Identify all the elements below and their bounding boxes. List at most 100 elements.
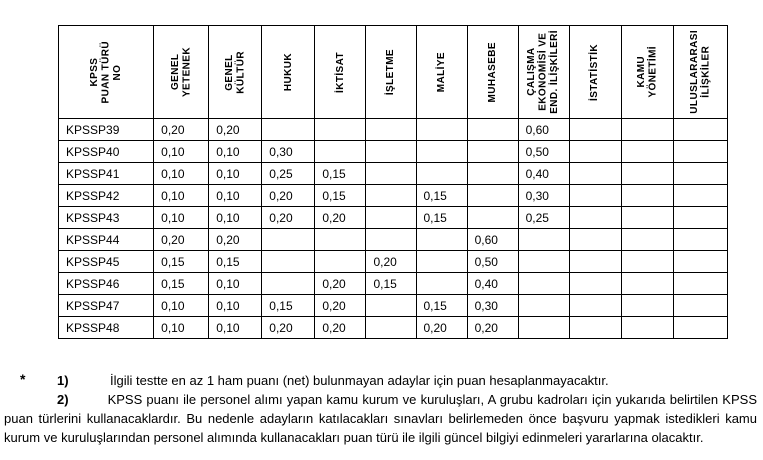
score-cell xyxy=(620,162,674,185)
column-header-kamu-yonetimi: KAMU YÖNETİMİ xyxy=(620,25,674,119)
score-cell xyxy=(672,162,729,185)
table-row-kpssp47: KPSSP47 0,10 0,10 0,15 0,20 0,15 0,30 xyxy=(57,294,729,317)
score-cell xyxy=(261,228,316,251)
score-cell xyxy=(672,272,729,295)
score-cell: 0,50 xyxy=(517,140,570,163)
score-cell: 0,20 xyxy=(208,228,263,251)
score-cell xyxy=(517,228,570,251)
score-cell xyxy=(466,206,519,229)
column-header-uluslararasi-iliskiler: ULUSLARARASI İLİŞKİLER xyxy=(672,25,729,119)
score-cell xyxy=(517,272,570,295)
table-row-kpssp45: KPSSP45 0,15 0,15 0,20 0,50 xyxy=(57,250,729,273)
score-cell xyxy=(314,140,367,163)
score-cell: 0,30 xyxy=(261,140,316,163)
score-cell: 0,15 xyxy=(261,294,316,317)
column-header-label: İKTİSAT xyxy=(334,51,346,93)
column-header-label: MALİYE xyxy=(435,51,447,93)
score-cell xyxy=(568,316,622,339)
score-cell xyxy=(466,184,519,207)
score-cell: 0,15 xyxy=(208,250,263,273)
score-cell xyxy=(672,294,729,317)
score-cell: 0,10 xyxy=(208,162,263,185)
score-cell xyxy=(365,206,417,229)
kpss-score-table: KPSS PUAN TÜRÜ NO GENEL YETENEK GENEL KÜLT… xyxy=(57,25,729,339)
score-cell: 0,10 xyxy=(208,316,263,339)
score-cell: 0,10 xyxy=(208,206,263,229)
score-cell: 0,20 xyxy=(365,250,417,273)
column-header-label: KPSS PUAN TÜRÜ NO xyxy=(88,40,123,104)
table-header: KPSS PUAN TÜRÜ NO GENEL YETENEK GENEL KÜLT… xyxy=(57,25,729,119)
score-cell xyxy=(568,272,622,295)
score-cell xyxy=(568,228,622,251)
column-header-label: İSTATİSTİK xyxy=(589,43,601,101)
score-cell xyxy=(672,118,729,141)
score-cell xyxy=(365,162,417,185)
footnote-2-number: 2) xyxy=(57,392,69,407)
score-cell xyxy=(365,294,417,317)
score-cell xyxy=(415,162,468,185)
score-cell xyxy=(517,294,570,317)
score-cell: 0,15 xyxy=(415,206,468,229)
table-row-kpssp43: KPSSP43 0,10 0,10 0,20 0,20 0,15 0,25 xyxy=(57,206,729,229)
score-cell: 0,40 xyxy=(466,272,519,295)
score-cell: 0,10 xyxy=(208,272,263,295)
column-header-label: GENEL YETENEK xyxy=(169,46,193,98)
score-cell xyxy=(620,294,674,317)
table-row-kpssp44: KPSSP44 0,20 0,20 0,60 xyxy=(57,228,729,251)
score-cell xyxy=(261,272,316,295)
score-cell: 0,10 xyxy=(153,184,210,207)
score-cell: 0,10 xyxy=(153,316,210,339)
score-cell xyxy=(620,206,674,229)
footnote-star: * xyxy=(20,371,26,387)
score-cell: 0,20 xyxy=(153,118,210,141)
score-cell: 0,20 xyxy=(314,294,367,317)
score-cell: 0,40 xyxy=(517,162,570,185)
score-cell: 0,15 xyxy=(153,272,210,295)
row-label: KPSSP46 xyxy=(57,272,155,295)
score-cell: 0,15 xyxy=(314,184,367,207)
table-row-kpssp39: KPSSP39 0,20 0,20 0,60 xyxy=(57,118,729,141)
table-row-kpssp40: KPSSP40 0,10 0,10 0,30 0,50 xyxy=(57,140,729,163)
score-cell xyxy=(415,228,468,251)
score-cell: 0,25 xyxy=(517,206,570,229)
score-cell xyxy=(672,184,729,207)
row-label: KPSSP42 xyxy=(57,184,155,207)
column-header-label: ÇALIŞMA EKONOMİSİ VE END. İLİŞKİLERİ xyxy=(526,30,561,114)
score-cell xyxy=(261,250,316,273)
column-header-genel-yetenek: GENEL YETENEK xyxy=(153,25,210,119)
score-cell: 0,10 xyxy=(153,162,210,185)
column-header-genel-kultur: GENEL KÜLTÜR xyxy=(208,25,263,119)
score-cell xyxy=(672,228,729,251)
table-row-kpssp48: KPSSP48 0,10 0,10 0,20 0,20 0,20 0,20 xyxy=(57,316,729,339)
score-cell: 0,15 xyxy=(314,162,367,185)
score-cell: 0,20 xyxy=(415,316,468,339)
score-cell: 0,30 xyxy=(517,184,570,207)
score-cell xyxy=(365,184,417,207)
score-cell xyxy=(672,316,729,339)
score-cell xyxy=(365,316,417,339)
column-header-kpss-puan-turu-no: KPSS PUAN TÜRÜ NO xyxy=(57,25,155,119)
footnote-2: 2) KPSS puanı ile personel alımı yapan ka… xyxy=(4,390,757,447)
score-cell: 0,20 xyxy=(261,316,316,339)
score-cell xyxy=(672,250,729,273)
header-row: KPSS PUAN TÜRÜ NO GENEL YETENEK GENEL KÜLT… xyxy=(57,25,729,119)
score-cell: 0,10 xyxy=(153,206,210,229)
score-cell: 0,20 xyxy=(153,228,210,251)
score-cell: 0,20 xyxy=(261,184,316,207)
row-label: KPSSP44 xyxy=(57,228,155,251)
score-cell: 0,50 xyxy=(466,250,519,273)
column-header-hukuk: HUKUK xyxy=(261,25,316,119)
score-cell xyxy=(568,162,622,185)
score-cell: 0,20 xyxy=(208,118,263,141)
score-cell xyxy=(314,228,367,251)
score-cell xyxy=(517,316,570,339)
score-cell: 0,20 xyxy=(314,272,367,295)
footnote-2-text: KPSS puanı ile personel alımı yapan kamu… xyxy=(4,392,757,445)
score-cell: 0,20 xyxy=(314,206,367,229)
score-cell xyxy=(415,250,468,273)
score-cell: 0,15 xyxy=(153,250,210,273)
table-row-kpssp42: KPSSP42 0,10 0,10 0,20 0,15 0,15 0,30 xyxy=(57,184,729,207)
score-cell: 0,20 xyxy=(314,316,367,339)
score-cell xyxy=(620,140,674,163)
